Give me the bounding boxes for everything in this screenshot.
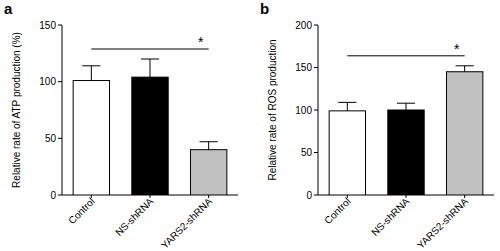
x-tick-label: YARS2-shRNA xyxy=(415,195,470,250)
y-tick xyxy=(314,152,318,153)
panel-title: b xyxy=(260,0,269,17)
y-tick-label: 50 xyxy=(45,133,57,144)
y-tick-label: 100 xyxy=(295,105,312,116)
bar xyxy=(190,150,226,195)
y-tick xyxy=(58,25,62,26)
y-tick-label: 150 xyxy=(39,20,56,31)
x-tick-label: NS-shRNA xyxy=(369,195,412,238)
bar xyxy=(329,111,365,195)
bar xyxy=(132,77,168,195)
y-tick-label: 50 xyxy=(301,147,313,158)
error-cap xyxy=(456,65,474,66)
figure: a Relative rate of ATP production (%) 0 50 1… xyxy=(0,0,500,251)
y-tick xyxy=(314,195,318,196)
y-tick-label: 0 xyxy=(306,190,312,201)
bars xyxy=(73,59,227,195)
error-bar xyxy=(406,103,407,110)
error-cap xyxy=(397,103,415,104)
bar xyxy=(446,72,482,195)
y-tick-label: 150 xyxy=(295,62,312,73)
bar xyxy=(73,81,109,195)
x-tick-label: NS-shRNA xyxy=(113,195,156,238)
x-tick xyxy=(150,195,151,198)
error-bar xyxy=(347,102,348,111)
error-cap xyxy=(82,65,100,66)
y-tick xyxy=(314,110,318,111)
y-tick xyxy=(314,25,318,26)
y-tick xyxy=(58,195,62,196)
x-tick-label: YARS2-shRNA xyxy=(159,195,214,250)
y-axis xyxy=(62,25,63,195)
y-axis-label: Relative rate of ROS production xyxy=(267,39,278,180)
bars xyxy=(329,66,483,195)
x-tick xyxy=(347,195,348,198)
panel-title: a xyxy=(4,0,13,17)
significance-line xyxy=(91,49,208,50)
y-tick xyxy=(314,67,318,68)
error-bar xyxy=(464,66,465,72)
y-axis-label: Relative rate of ATP production (%) xyxy=(11,32,22,188)
y-tick-label: 100 xyxy=(39,76,56,87)
error-cap xyxy=(200,141,218,142)
y-tick-label: 0 xyxy=(50,190,56,201)
y-tick xyxy=(58,81,62,82)
x-tick-label: Control xyxy=(66,196,97,227)
significance-line xyxy=(347,55,464,56)
x-tick-label: Control xyxy=(322,196,353,227)
error-cap xyxy=(141,59,159,60)
error-cap xyxy=(338,102,356,103)
error-bar xyxy=(208,142,209,150)
y-tick xyxy=(58,138,62,139)
x-tick xyxy=(208,195,209,198)
x-tick xyxy=(91,195,92,198)
error-bar xyxy=(91,66,92,81)
error-bar xyxy=(150,59,151,77)
x-tick xyxy=(464,195,465,198)
significance-label: * xyxy=(198,34,204,50)
y-tick-label: 200 xyxy=(295,20,312,31)
bar xyxy=(388,110,424,195)
significance-label: * xyxy=(454,41,460,57)
x-tick xyxy=(406,195,407,198)
